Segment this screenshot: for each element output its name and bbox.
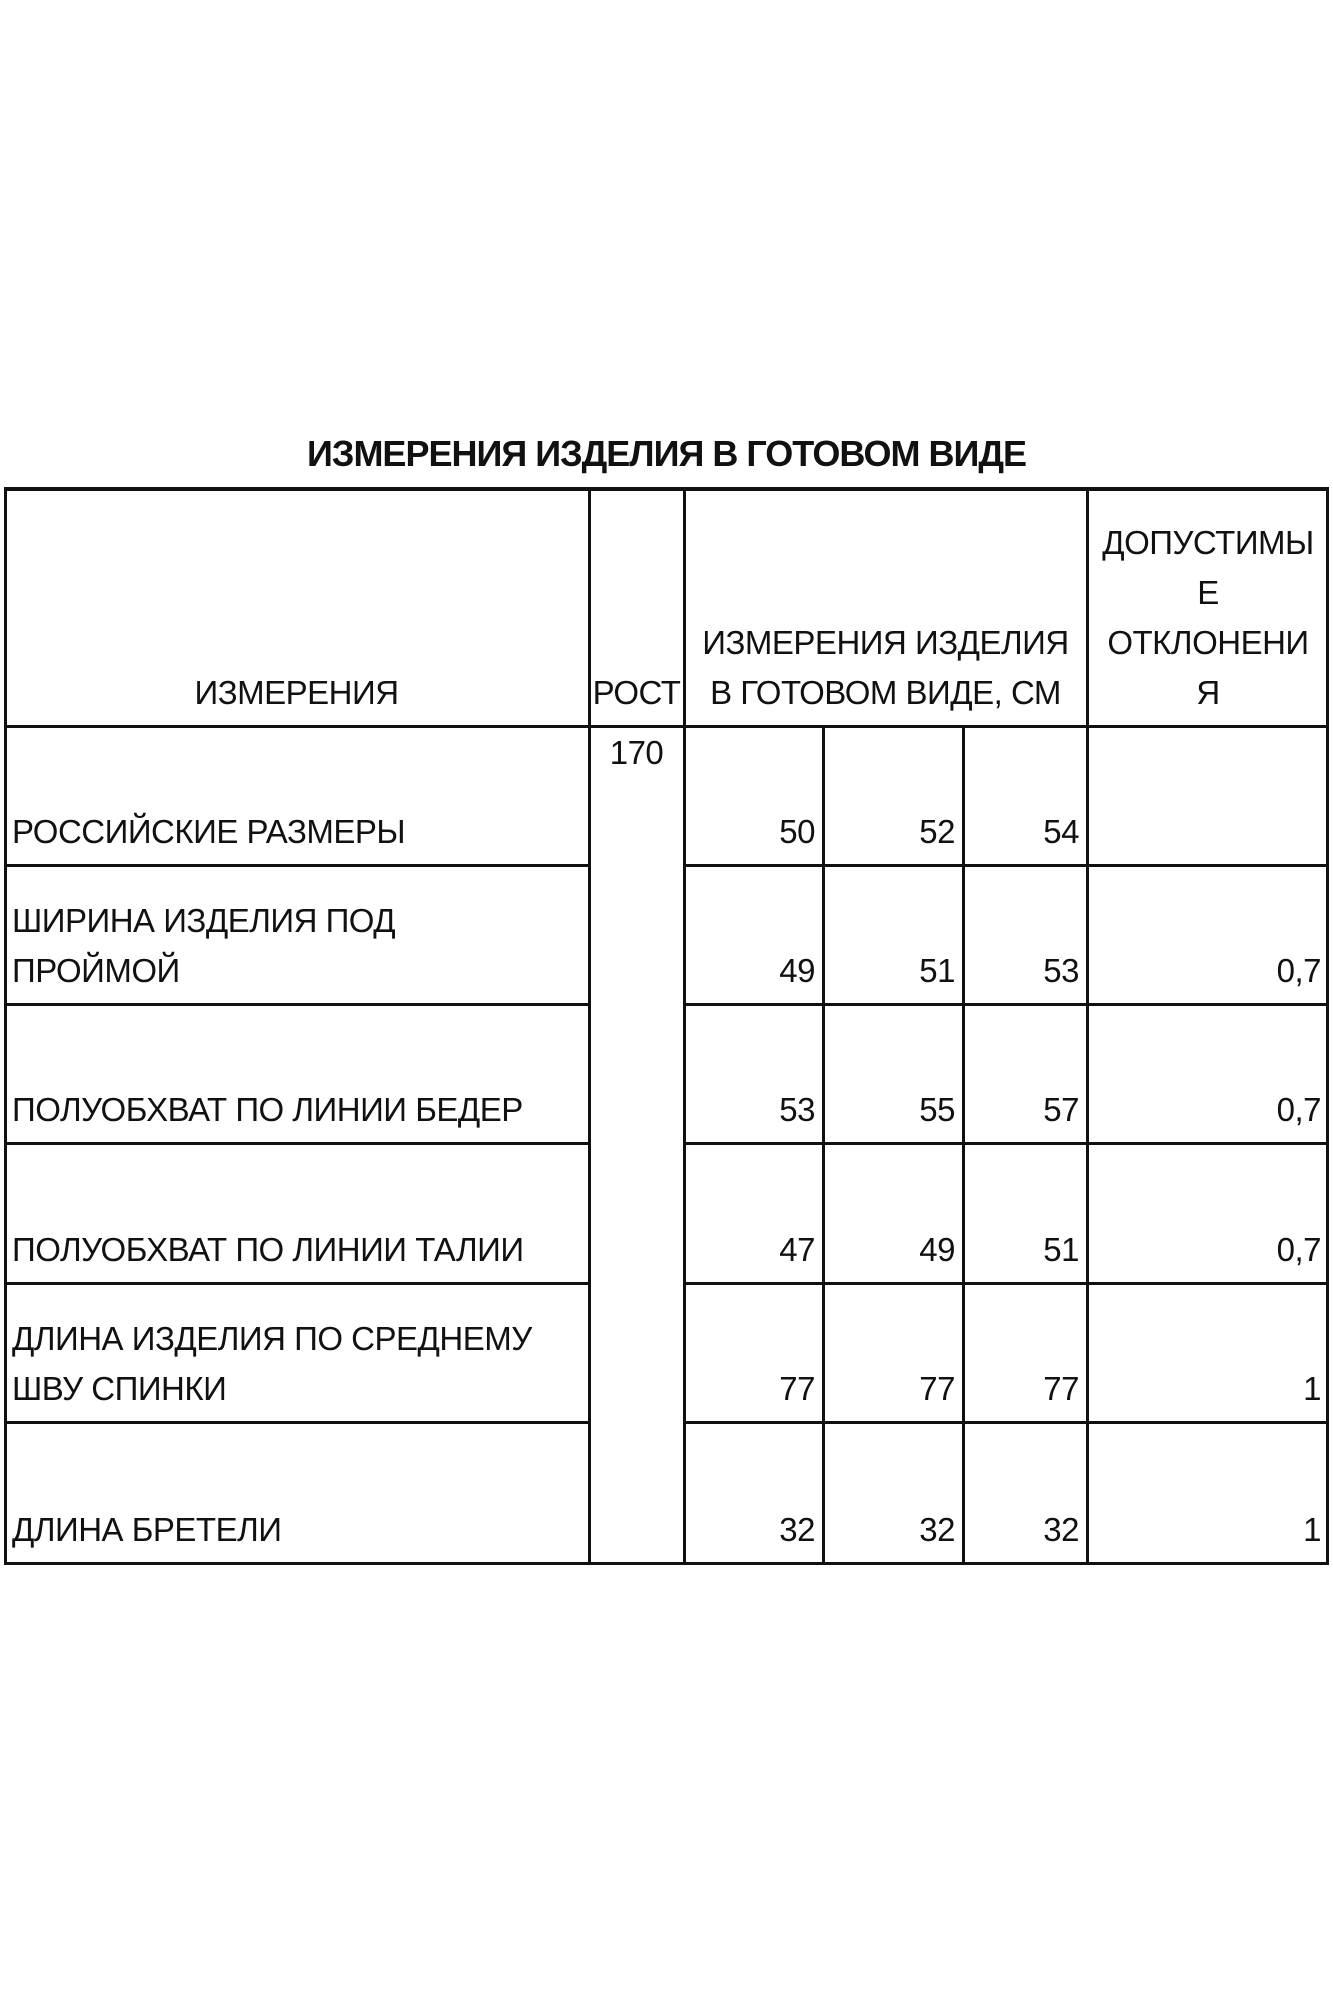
header-tolerance: ДОПУСТИМЫ Е ОТКЛОНЕНИ Я <box>1087 518 1329 718</box>
row-label-text: ДЛИНА БРЕТЕЛИ <box>12 1511 282 1548</box>
size-value: 49 <box>823 1225 963 1275</box>
row-label: РОССИЙСКИЕ РАЗМЕРЫ <box>4 807 589 857</box>
tolerance-value: 1 <box>1087 1364 1329 1414</box>
size-value: 53 <box>684 1085 823 1135</box>
header-tolerance-text: ДОПУСТИМЫ <box>1102 524 1314 561</box>
column-divider <box>1086 489 1089 1563</box>
row-label-text: РОССИЙСКИЕ РАЗМЕРЫ <box>12 813 406 850</box>
page-title: ИЗМЕРЕНИЯ ИЗДЕЛИЯ В ГОТОВОМ ВИДЕ <box>307 433 1027 474</box>
row-label: ПОЛУОБХВАТ ПО ЛИНИИ ТАЛИИ <box>4 1225 589 1275</box>
row-divider <box>4 1003 589 1006</box>
header-measurement-text: ИЗМЕРЕНИЯ <box>194 674 399 711</box>
size-value-text: 53 <box>1043 952 1079 989</box>
size-value: 53 <box>963 946 1087 996</box>
tolerance-value-text: 1 <box>1303 1511 1321 1548</box>
size-value: 50 <box>684 807 823 857</box>
size-value-text: 49 <box>779 952 815 989</box>
header-values-text: В ГОТОВОМ ВИДЕ, СМ <box>710 674 1061 711</box>
size-value-text: 77 <box>919 1370 955 1407</box>
row-label: ДЛИНА ИЗДЕЛИЯ ПО СРЕДНЕМУ ШВУ СПИНКИ <box>4 1314 589 1414</box>
tolerance-value-text: 0,7 <box>1276 1091 1322 1128</box>
header-height: РОСТ <box>589 668 684 718</box>
size-value-text: 47 <box>779 1231 815 1268</box>
row-divider <box>4 1142 589 1145</box>
size-value-text: 49 <box>919 1231 955 1268</box>
tolerance-value: 0,7 <box>1087 1085 1329 1135</box>
size-value-text: 53 <box>779 1091 815 1128</box>
row-label-text: ПОЛУОБХВАТ ПО ЛИНИИ БЕДЕР <box>12 1091 523 1128</box>
tolerance-value-text: 0,7 <box>1276 952 1322 989</box>
tolerance-value: 0,7 <box>1087 1225 1329 1275</box>
row-label-text: ПРОЙМОЙ <box>12 952 180 989</box>
header-tolerance-text: ОТКЛОНЕНИ <box>1107 624 1309 661</box>
table-top-border <box>4 487 1329 491</box>
size-value: 77 <box>963 1364 1087 1414</box>
size-value: 52 <box>823 807 963 857</box>
height-value-text: 170 <box>609 734 664 771</box>
row-divider <box>684 1003 1329 1006</box>
size-value-text: 51 <box>919 952 955 989</box>
size-value-text: 77 <box>1043 1370 1079 1407</box>
size-value: 51 <box>823 946 963 996</box>
row-divider <box>4 725 1329 728</box>
size-value-text: 77 <box>779 1370 815 1407</box>
size-value: 49 <box>684 946 823 996</box>
size-value-text: 57 <box>1043 1091 1079 1128</box>
size-value-text: 51 <box>1043 1231 1079 1268</box>
header-height-text: РОСТ <box>592 674 681 711</box>
header-measurement: ИЗМЕРЕНИЯ <box>4 668 589 718</box>
size-value: 77 <box>684 1364 823 1414</box>
row-divider <box>684 1282 1329 1285</box>
size-value: 55 <box>823 1085 963 1135</box>
size-value: 32 <box>823 1505 963 1555</box>
size-value-text: 32 <box>779 1511 815 1548</box>
row-divider <box>684 1421 1329 1424</box>
column-divider <box>588 489 591 1563</box>
row-label-text: ШВУ СПИНКИ <box>12 1370 227 1407</box>
size-value-text: 50 <box>779 813 815 850</box>
header-values-text: ИЗМЕРЕНИЯ ИЗДЕЛИЯ <box>702 624 1069 661</box>
size-value-text: 32 <box>919 1511 955 1548</box>
row-label-text: ШИРИНА ИЗДЕЛИЯ ПОД <box>12 902 396 939</box>
header-tolerance-text: Я <box>1196 674 1220 711</box>
row-divider <box>4 864 589 867</box>
row-label: ДЛИНА БРЕТЕЛИ <box>4 1505 589 1555</box>
size-value: 47 <box>684 1225 823 1275</box>
row-divider <box>684 1142 1329 1145</box>
size-value: 51 <box>963 1225 1087 1275</box>
row-divider <box>684 864 1329 867</box>
row-divider <box>4 1282 589 1285</box>
tolerance-value: 0,7 <box>1087 946 1329 996</box>
column-divider <box>683 489 686 1563</box>
size-value: 77 <box>823 1364 963 1414</box>
table-left-border <box>4 489 7 1563</box>
header-tolerance-text: Е <box>1197 574 1219 611</box>
size-value: 54 <box>963 807 1087 857</box>
header-values: ИЗМЕРЕНИЯ ИЗДЕЛИЯ В ГОТОВОМ ВИДЕ, СМ <box>684 618 1087 718</box>
tolerance-value-text: 0,7 <box>1276 1231 1322 1268</box>
tolerance-value: 1 <box>1087 1505 1329 1555</box>
size-value-text: 55 <box>919 1091 955 1128</box>
size-value-text: 32 <box>1043 1511 1079 1548</box>
tolerance-value-text: 1 <box>1303 1370 1321 1407</box>
size-value: 32 <box>684 1505 823 1555</box>
size-value-text: 52 <box>919 813 955 850</box>
row-label-text: ДЛИНА ИЗДЕЛИЯ ПО СРЕДНЕМУ <box>12 1320 532 1357</box>
row-label-text: ПОЛУОБХВАТ ПО ЛИНИИ ТАЛИИ <box>12 1231 524 1268</box>
row-label: ПОЛУОБХВАТ ПО ЛИНИИ БЕДЕР <box>4 1085 589 1135</box>
table-right-border <box>1326 489 1329 1563</box>
row-divider <box>4 1562 1329 1565</box>
row-label: ШИРИНА ИЗДЕЛИЯ ПОД ПРОЙМОЙ <box>4 896 589 996</box>
size-value-text: 54 <box>1043 813 1079 850</box>
row-divider <box>4 1421 589 1424</box>
size-value: 32 <box>963 1505 1087 1555</box>
size-value: 57 <box>963 1085 1087 1135</box>
height-value: 170 <box>589 728 684 778</box>
